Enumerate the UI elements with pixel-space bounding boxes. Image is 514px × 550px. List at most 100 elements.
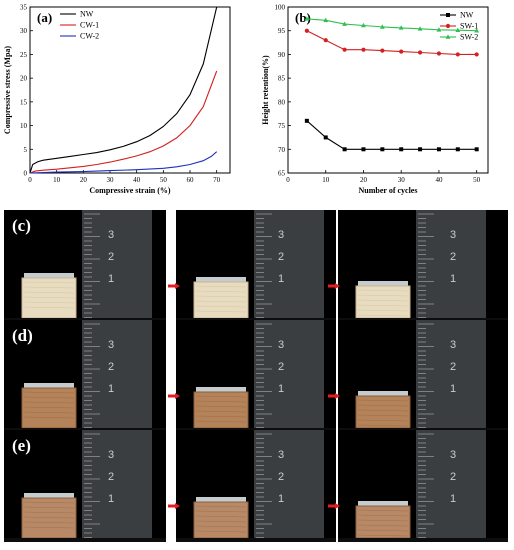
legend-label: SW-1 bbox=[460, 22, 478, 31]
y-tick-label: 95 bbox=[278, 27, 286, 35]
y-tick-label: 75 bbox=[278, 122, 286, 130]
chart-b: 0 10 20 30 40 50 65 70 75 80 85 90 95 100 Number of cy… bbox=[261, 4, 489, 195]
ruler-digit: 1 bbox=[450, 383, 457, 395]
data-point-nw bbox=[361, 147, 366, 152]
ruler-digits: 3 2 1 bbox=[278, 224, 284, 290]
x-tick-label: 60 bbox=[187, 176, 195, 184]
data-point-nw bbox=[342, 147, 347, 152]
data-point-sw-2 bbox=[474, 28, 480, 33]
x-tick-label: 70 bbox=[213, 176, 221, 184]
right-arrow-icon bbox=[328, 276, 340, 289]
x-axis-label: Number of cycles bbox=[359, 186, 418, 195]
right-arrow-icon bbox=[168, 386, 180, 399]
ruler-digit: 2 bbox=[278, 361, 285, 373]
ruler-digit: 2 bbox=[450, 471, 457, 483]
compression-photo: 3 2 1 (d) bbox=[4, 320, 166, 432]
x-tick-label: 10 bbox=[322, 176, 330, 184]
legend-marker bbox=[445, 23, 451, 29]
ruler-digit: 1 bbox=[450, 493, 457, 505]
x-tick-label: 40 bbox=[133, 176, 141, 184]
ruler-digit: 1 bbox=[108, 383, 115, 395]
ruler-digit: 1 bbox=[108, 493, 115, 505]
legend-label: CW-2 bbox=[80, 32, 99, 41]
photo-row-c: 3 2 1 (c) 3 2 1 3 2 1 bbox=[0, 210, 514, 322]
plot-frame bbox=[29, 6, 231, 174]
data-point-sw-1 bbox=[436, 51, 442, 56]
ruler-digits: 3 2 1 bbox=[108, 334, 114, 400]
right-arrow-icon bbox=[168, 276, 180, 289]
y-tick-label: 90 bbox=[278, 51, 286, 59]
data-point-nw bbox=[474, 147, 479, 152]
data-point-sw-1 bbox=[323, 38, 328, 43]
x-tick-label: 10 bbox=[53, 176, 61, 184]
data-point-sw-1 bbox=[342, 47, 347, 52]
legend-label: NW bbox=[460, 11, 474, 20]
ruler-digits: 3 2 1 bbox=[450, 224, 456, 290]
ruler-digit: 3 bbox=[450, 339, 457, 351]
ruler-digit: 2 bbox=[278, 251, 285, 263]
y-tick-label: 35 bbox=[20, 4, 28, 12]
x-tick-label: 0 bbox=[286, 176, 290, 184]
ruler-digit: 3 bbox=[278, 339, 285, 351]
ruler-digit: 2 bbox=[278, 471, 285, 483]
ruler-digit: 3 bbox=[108, 229, 115, 241]
data-point-sw-2 bbox=[361, 22, 366, 28]
series-line-nw bbox=[29, 6, 218, 174]
ruler-digits: 3 2 1 bbox=[278, 334, 284, 400]
series-line-nw bbox=[306, 120, 477, 150]
x-tick-label: 20 bbox=[360, 176, 368, 184]
ruler-digit: 1 bbox=[278, 493, 285, 505]
ruler-digit: 2 bbox=[108, 471, 115, 483]
right-arrow-icon bbox=[328, 386, 340, 399]
data-point-sw-1 bbox=[380, 48, 385, 53]
y-tick-label: 15 bbox=[20, 98, 28, 106]
data-point-sw-2 bbox=[417, 26, 423, 31]
ruler-digits: 3 2 1 bbox=[450, 444, 456, 510]
data-point-sw-1 bbox=[399, 49, 404, 54]
y-tick-label: 20 bbox=[20, 75, 28, 83]
ruler-digit: 1 bbox=[278, 383, 285, 395]
data-point-sw-1 bbox=[455, 52, 460, 57]
data-point-nw bbox=[418, 147, 423, 152]
compression-photo: 3 2 1 bbox=[338, 210, 508, 322]
y-tick-label: 10 bbox=[20, 122, 28, 130]
photo-row-d: 3 2 1 (d) 3 2 1 3 2 1 bbox=[0, 320, 514, 432]
y-axis-label: Compressive stress (Mpa) bbox=[3, 46, 12, 134]
y-tick-label: 30 bbox=[20, 27, 28, 35]
compression-photo: 3 2 1 bbox=[176, 430, 336, 542]
panel-label: (a) bbox=[37, 10, 52, 25]
compression-photo: 3 2 1 bbox=[176, 210, 336, 322]
legend-label: CW-1 bbox=[80, 21, 99, 30]
compression-photo: 3 2 1 (e) bbox=[4, 430, 166, 542]
x-tick-label: 0 bbox=[28, 176, 32, 184]
compression-photo: 3 2 1 bbox=[338, 320, 508, 432]
x-tick-label: 40 bbox=[435, 176, 443, 184]
series-line-cw-2 bbox=[29, 151, 218, 174]
ruler-digits: 3 2 1 bbox=[278, 444, 284, 510]
ruler-digit: 3 bbox=[450, 449, 457, 461]
chart-a: 0 10 20 30 40 50 60 70 0 5 10 15 20 25 30 35 Compressive… bbox=[3, 4, 231, 195]
charts-area: 0 10 20 30 40 50 60 70 0 5 10 15 20 25 30 35 Compressive… bbox=[3, 4, 489, 195]
ruler-digits: 3 2 1 bbox=[450, 334, 456, 400]
compression-photo: 3 2 1 bbox=[338, 430, 508, 542]
ruler-digit: 2 bbox=[108, 361, 115, 373]
data-point-sw-2 bbox=[398, 25, 404, 30]
data-point-sw-1 bbox=[474, 52, 479, 57]
x-tick-label: 30 bbox=[107, 176, 115, 184]
y-tick-label: 80 bbox=[278, 98, 286, 106]
ruler-digit: 3 bbox=[108, 449, 115, 461]
right-arrow-icon bbox=[168, 496, 180, 509]
data-point-nw bbox=[380, 147, 385, 152]
plot-frame bbox=[287, 6, 489, 174]
x-tick-label: 30 bbox=[398, 176, 406, 184]
panel-label: (c) bbox=[12, 216, 31, 235]
series-line-sw-2 bbox=[306, 18, 477, 32]
panel-label: (e) bbox=[12, 436, 31, 455]
ruler-digit: 3 bbox=[278, 229, 285, 241]
data-point-nw bbox=[436, 147, 441, 152]
compression-photo: 3 2 1 (c) bbox=[4, 210, 166, 322]
ruler-digit: 1 bbox=[450, 273, 457, 285]
ruler-digit: 1 bbox=[108, 273, 115, 285]
data-point-nw bbox=[323, 135, 328, 140]
legend-label: NW bbox=[80, 10, 94, 19]
